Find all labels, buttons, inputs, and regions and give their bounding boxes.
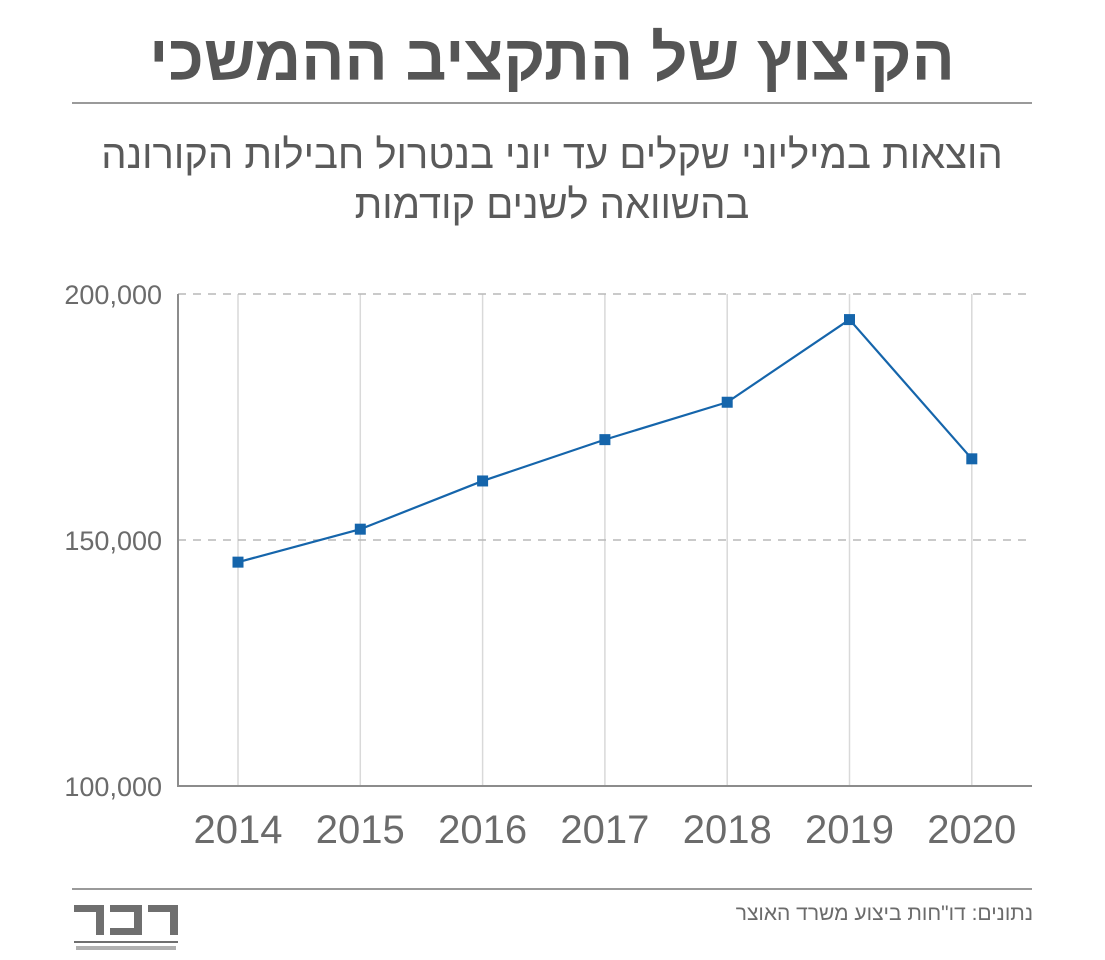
x-tick-label: 2020 <box>927 808 1016 852</box>
data-point-marker <box>966 453 978 465</box>
data-point-marker <box>844 314 855 326</box>
source-note: נתונים: דו"חות ביצוע משרד האוצר <box>735 902 1033 925</box>
data-point-marker <box>721 396 733 408</box>
subtitle-line-1: הוצאות במיליוני שקלים עד יוני בנטרול חבי… <box>101 133 1003 177</box>
y-tick-label: 150,000 <box>64 526 162 556</box>
chart-subtitle: הוצאות במיליוני שקלים עד יוני בנטרול חבי… <box>72 130 1032 230</box>
data-point-marker <box>477 475 489 487</box>
x-tick-label: 2017 <box>560 808 649 852</box>
x-tick-label: 2014 <box>194 808 283 852</box>
x-tick-label: 2018 <box>683 808 772 852</box>
title-divider <box>72 102 1032 104</box>
x-tick-label: 2015 <box>316 808 405 852</box>
data-point-marker <box>232 556 244 568</box>
data-point-marker <box>599 434 611 446</box>
chart-title: הקיצוץ של התקציב ההמשכי <box>149 22 955 94</box>
subtitle-line-2: בהשוואה לשנים קודמות <box>354 183 750 227</box>
davar-logo <box>74 905 178 950</box>
x-tick-label: 2016 <box>438 808 527 852</box>
y-tick-label: 200,000 <box>64 280 162 310</box>
x-tick-label: 2019 <box>805 808 894 852</box>
data-point-marker <box>354 523 366 535</box>
y-tick-label: 100,000 <box>64 772 162 802</box>
footer-divider <box>72 888 1032 890</box>
